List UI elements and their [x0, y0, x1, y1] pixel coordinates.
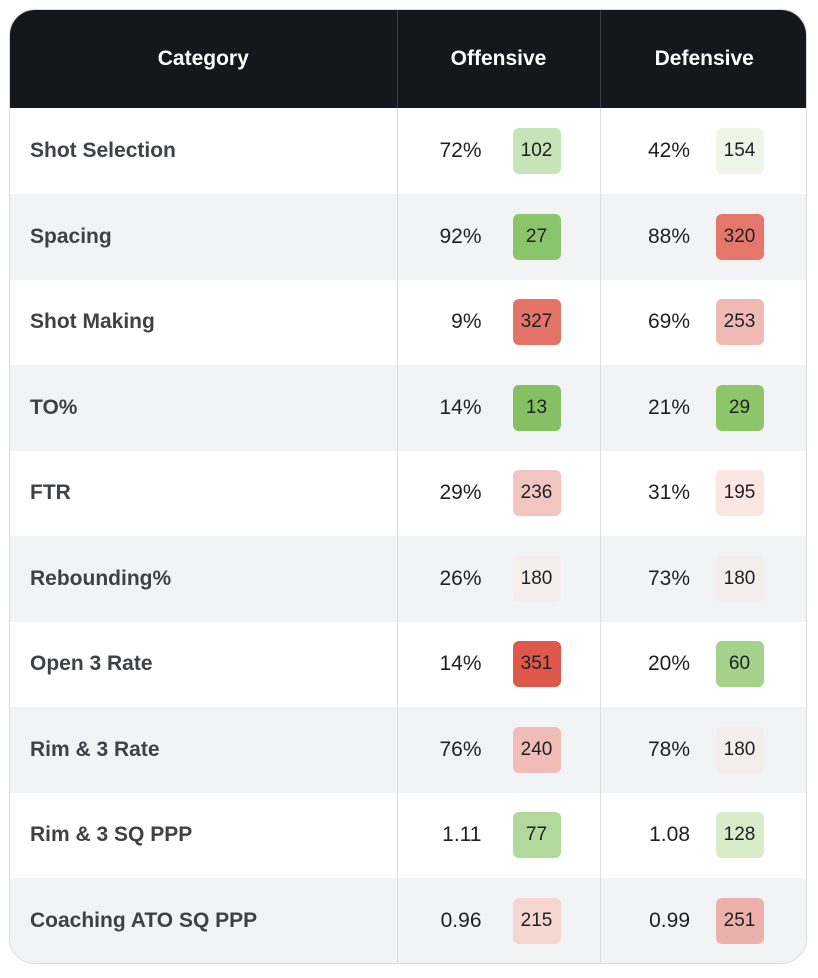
- defensive-value: 20%: [647, 652, 690, 676]
- defensive-cell: 78% 180: [599, 707, 806, 793]
- offensive-value: 29%: [439, 481, 482, 505]
- defensive-value: 42%: [647, 139, 690, 162]
- offensive-cell: 26% 180: [396, 536, 600, 622]
- defensive-cell: 20% 60: [599, 621, 806, 707]
- header-row: Category Offensive Defensive: [10, 10, 806, 108]
- offensive-cell: 9% 327: [396, 279, 600, 365]
- stats-table: Category Offensive Defensive Shot Select…: [10, 10, 806, 963]
- stats-table-card: Category Offensive Defensive Shot Select…: [9, 9, 807, 964]
- table-row: Rebounding% 26% 180 73% 180: [10, 536, 806, 622]
- offensive-value: 14%: [439, 395, 482, 419]
- defensive-rank-badge: 154: [715, 128, 764, 174]
- defensive-rank-badge: 320: [715, 213, 764, 260]
- category-cell: Coaching ATO SQ PPP: [30, 908, 258, 932]
- category-cell: Shot Making: [30, 310, 155, 334]
- offensive-rank-badge: 327: [512, 299, 561, 346]
- offensive-value: 72%: [439, 139, 482, 162]
- offensive-rank-badge: 13: [512, 384, 561, 431]
- category-cell: TO%: [30, 395, 78, 419]
- offensive-cell: 72% 102: [396, 108, 600, 194]
- defensive-rank-badge: 180: [715, 555, 764, 602]
- offensive-cell: 0.96 215: [396, 878, 600, 963]
- offensive-rank-badge: 102: [512, 128, 561, 174]
- defensive-value: 0.99: [649, 908, 690, 932]
- category-cell: Spacing: [30, 224, 112, 248]
- header-defensive[interactable]: Defensive: [599, 10, 806, 108]
- offensive-rank-badge: 236: [512, 470, 561, 517]
- category-cell: Rebounding%: [30, 566, 172, 590]
- defensive-rank-badge: 251: [715, 897, 764, 944]
- offensive-rank-badge: 27: [512, 213, 561, 260]
- offensive-value: 92%: [439, 224, 482, 248]
- table-row: Rim & 3 SQ PPP 1.11 77 1.08 128: [10, 792, 806, 878]
- defensive-cell: 69% 253: [599, 279, 806, 365]
- offensive-value: 1.11: [442, 823, 482, 847]
- defensive-value: 69%: [647, 310, 690, 334]
- defensive-cell: 0.99 251: [599, 878, 806, 963]
- table-row: Spacing 92% 27 88% 320: [10, 194, 806, 280]
- offensive-value: 14%: [439, 652, 482, 676]
- offensive-cell: 14% 13: [396, 365, 600, 451]
- header-category[interactable]: Category: [157, 47, 249, 70]
- offensive-rank-badge: 77: [512, 812, 561, 859]
- defensive-value: 21%: [647, 395, 690, 419]
- offensive-value: 26%: [439, 566, 482, 590]
- offensive-cell: 76% 240: [396, 707, 600, 793]
- offensive-value: 0.96: [440, 908, 482, 932]
- table-row: Open 3 Rate 14% 351 20% 60: [10, 621, 806, 707]
- offensive-rank-badge: 215: [512, 897, 561, 944]
- category-cell: Rim & 3 SQ PPP: [30, 823, 193, 847]
- defensive-cell: 31% 195: [599, 450, 806, 536]
- defensive-rank-badge: 60: [715, 641, 764, 688]
- table-row: Rim & 3 Rate 76% 240 78% 180: [10, 707, 806, 793]
- table-row: TO% 14% 13 21% 29: [10, 365, 806, 451]
- category-cell: FTR: [30, 481, 71, 505]
- category-cell: Open 3 Rate: [30, 652, 153, 676]
- offensive-cell: 29% 236: [396, 450, 600, 536]
- table-row: FTR 29% 236 31% 195: [10, 450, 806, 536]
- defensive-value: 31%: [647, 481, 690, 505]
- offensive-value: 9%: [451, 310, 482, 334]
- offensive-rank-badge: 180: [512, 555, 561, 602]
- defensive-rank-badge: 29: [715, 384, 764, 431]
- defensive-value: 1.08: [649, 823, 690, 847]
- defensive-value: 73%: [647, 566, 690, 590]
- defensive-value: 88%: [647, 224, 690, 248]
- header-offensive[interactable]: Offensive: [396, 10, 600, 108]
- table-row: Shot Making 9% 327 69% 253: [10, 279, 806, 365]
- table-row: Shot Selection 72% 102 42% 154: [10, 108, 806, 194]
- offensive-rank-badge: 351: [512, 641, 561, 688]
- defensive-rank-badge: 128: [715, 812, 764, 859]
- defensive-cell: 73% 180: [599, 536, 806, 622]
- category-cell: Shot Selection: [30, 139, 176, 162]
- category-cell: Rim & 3 Rate: [30, 737, 160, 761]
- defensive-cell: 88% 320: [599, 194, 806, 280]
- offensive-cell: 1.11 77: [396, 792, 600, 878]
- defensive-rank-badge: 180: [715, 726, 764, 773]
- offensive-rank-badge: 240: [512, 726, 561, 773]
- offensive-cell: 14% 351: [396, 621, 600, 707]
- table-row: Coaching ATO SQ PPP 0.96 215 0.99 251: [10, 878, 806, 963]
- defensive-cell: 21% 29: [599, 365, 806, 451]
- defensive-rank-badge: 253: [715, 299, 764, 346]
- offensive-value: 76%: [439, 737, 482, 761]
- defensive-rank-badge: 195: [715, 470, 764, 517]
- defensive-value: 78%: [647, 737, 690, 761]
- table-body: Shot Selection 72% 102 42% 154 Spacing 9…: [10, 108, 806, 963]
- defensive-cell: 1.08 128: [599, 792, 806, 878]
- defensive-cell: 42% 154: [599, 108, 806, 194]
- offensive-cell: 92% 27: [396, 194, 600, 280]
